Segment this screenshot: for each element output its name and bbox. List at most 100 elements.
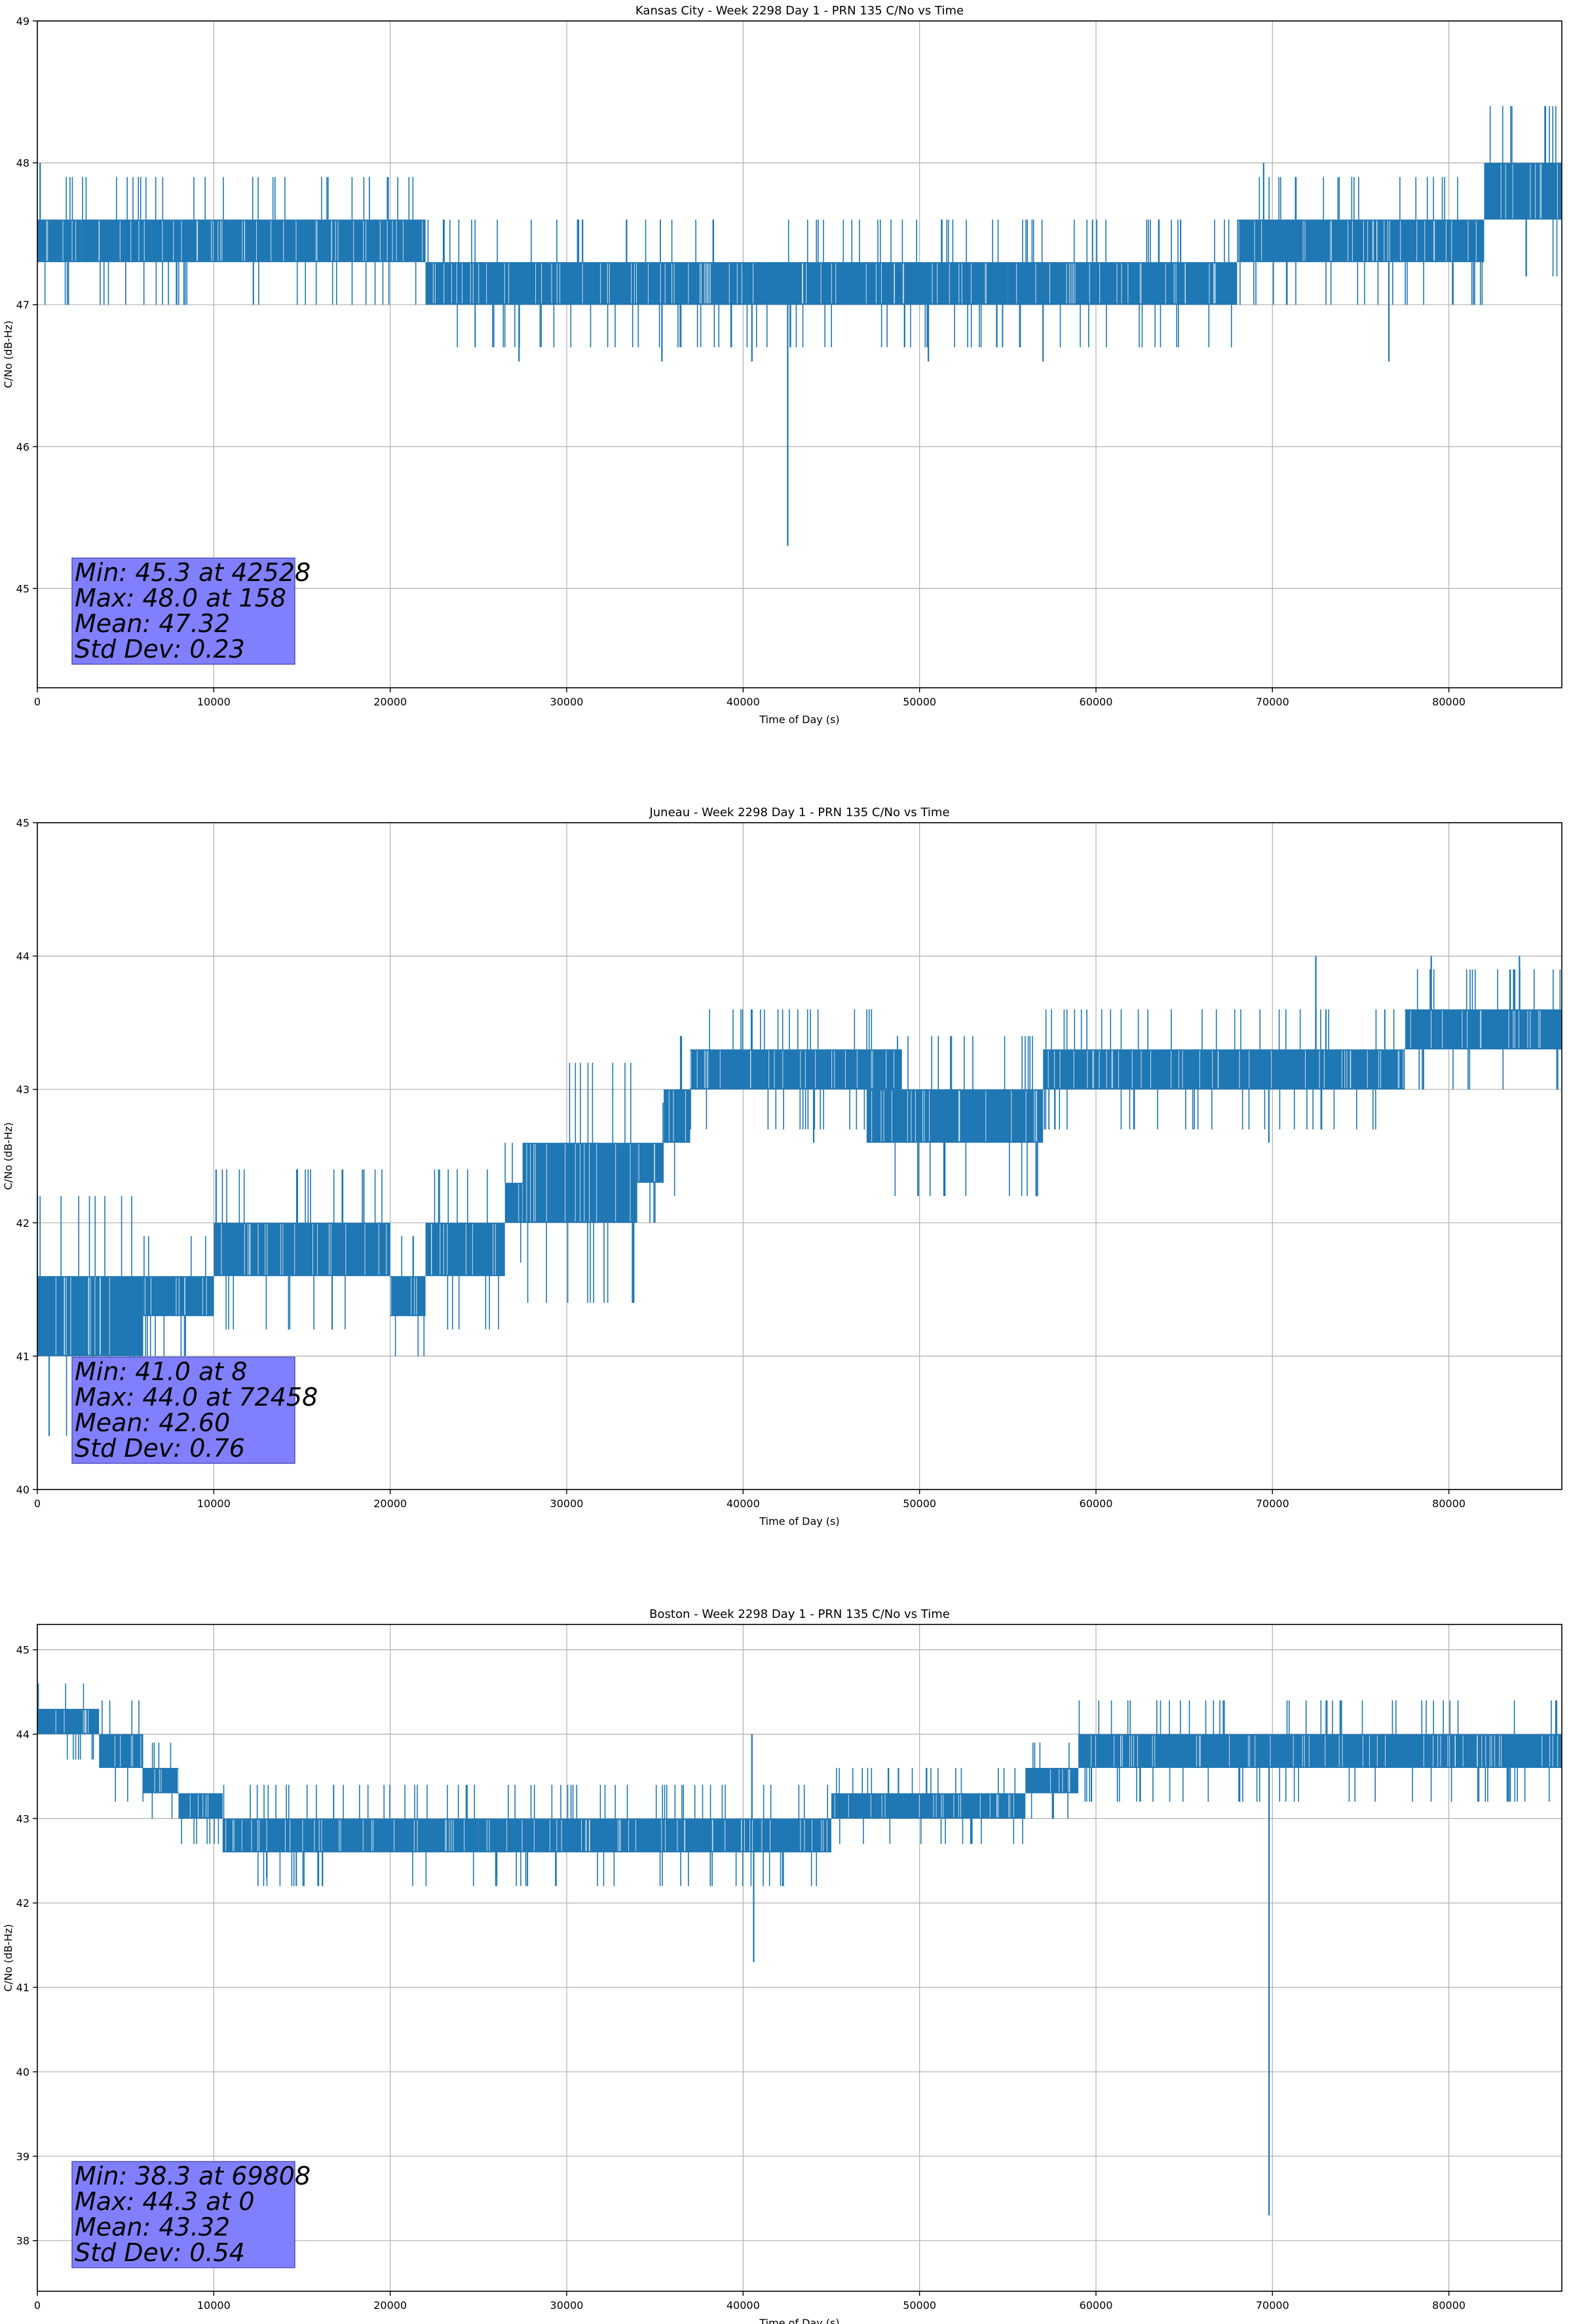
data-band: [81, 219, 285, 263]
trace-group: [37, 956, 1562, 1436]
y-axis-label: C/No (dB-Hz): [2, 1924, 14, 1991]
x-tick-label: 70000: [1256, 2299, 1289, 2312]
x-tick-label: 30000: [550, 1497, 584, 1510]
data-band: [866, 1089, 1044, 1143]
x-axis-label: Time of Day (s): [759, 713, 839, 726]
x-tick-label: 80000: [1432, 1497, 1465, 1510]
y-tick-label: 45: [16, 582, 29, 595]
y-tick-label: 42: [16, 1217, 29, 1229]
y-tick-label: 41: [16, 1981, 29, 1994]
chart-panel-1: 0 10000 20000 30000 40000 50000 60000 70000 8000…: [2, 4, 1562, 726]
y-tick-label: 40: [16, 2066, 29, 2078]
chart-title: Kansas City - Week 2298 Day 1 - PRN 135 …: [635, 4, 964, 18]
x-tick-label: 0: [34, 696, 41, 708]
stats-mean: Mean: 47.32: [75, 609, 230, 638]
y-tick-label: 47: [16, 299, 29, 311]
stats-min: Min: 38.3 at 69808: [75, 2162, 311, 2190]
data-band: [831, 1793, 1026, 1819]
x-axis-label: Time of Day (s): [759, 2317, 839, 2324]
stats-min: Min: 45.3 at 42528: [75, 558, 311, 587]
x-tick-label: 30000: [550, 696, 584, 708]
y-tick-label: 40: [16, 1484, 29, 1496]
stats-min: Min: 41.0 at 8: [75, 1357, 247, 1386]
x-tick-label: 30000: [550, 2299, 584, 2312]
x-tick-label: 50000: [903, 696, 936, 708]
data-band: [425, 262, 1008, 305]
stats-box-background: [71, 557, 295, 665]
stats-box-background: [71, 1357, 295, 1464]
data-band: [214, 1222, 390, 1277]
stats-max: Max: 44.0 at 72458: [75, 1383, 318, 1412]
x-tick-label: 60000: [1080, 1497, 1113, 1510]
y-tick-label: 45: [16, 1644, 29, 1657]
x-tick-label: 80000: [1432, 2299, 1465, 2312]
x-tick-label: 0: [34, 2299, 41, 2312]
data-band: [1078, 1734, 1562, 1769]
axes-frame: [37, 20, 1562, 688]
stats-max: Max: 48.0 at 158: [75, 584, 286, 612]
data-band: [664, 1089, 690, 1143]
x-tick-label: 70000: [1256, 1497, 1289, 1510]
y-tick-label: 46: [16, 441, 29, 453]
y-tick-label: 38: [16, 2235, 29, 2247]
x-tick-label: 20000: [373, 696, 407, 708]
data-band: [1008, 262, 1096, 305]
x-tick-label: 20000: [373, 2299, 407, 2312]
data-band: [1378, 219, 1484, 263]
x-tick-label: 50000: [903, 2299, 936, 2312]
x-tick-label: 0: [34, 1497, 41, 1510]
data-band: [37, 1708, 100, 1734]
stats-std-dev: Std Dev: 0.23: [75, 635, 245, 664]
stats-mean: Mean: 43.32: [75, 2213, 230, 2241]
y-tick-label: 44: [16, 1729, 29, 1741]
trace-group: [37, 105, 1562, 546]
chart-panel-3: 0 10000 20000 30000 40000 50000 60000 70000 8000…: [2, 1607, 1562, 2324]
y-tick-label: 44: [16, 950, 29, 963]
data-band: [1405, 1009, 1562, 1050]
stats-std-dev: Std Dev: 0.76: [75, 1434, 245, 1463]
x-axis-label: Time of Day (s): [759, 1515, 839, 1527]
data-band: [637, 1142, 664, 1183]
x-tick-label: 20000: [373, 1497, 407, 1510]
data-band: [284, 219, 383, 263]
x-tick-label: 10000: [197, 1497, 231, 1510]
data-band: [1025, 1768, 1079, 1793]
y-tick-label: 49: [16, 15, 29, 28]
axes-frame: [37, 1624, 1562, 2292]
y-axis-label: C/No (dB-Hz): [2, 1122, 14, 1190]
x-tick-label: 80000: [1432, 696, 1465, 708]
axes-frame: [37, 822, 1562, 1490]
stats-std-dev: Std Dev: 0.54: [75, 2238, 245, 2267]
stats-mean: Mean: 42.60: [75, 1408, 230, 1437]
data-band: [37, 219, 82, 263]
chart-title: Boston - Week 2298 Day 1 - PRN 135 C/No …: [649, 1607, 950, 1621]
chart-panel-2: 0 10000 20000 30000 40000 50000 60000 70000 8000…: [2, 806, 1562, 1527]
data-band: [383, 219, 426, 263]
y-tick-label: 39: [16, 2150, 29, 2163]
y-tick-label: 42: [16, 1897, 29, 1909]
data-band: [761, 1818, 831, 1852]
x-tick-label: 40000: [727, 2299, 760, 2312]
trace-group: [37, 1683, 1562, 2216]
data-band: [1237, 219, 1378, 263]
data-band: [178, 1793, 223, 1819]
y-axis-label: C/No (dB-Hz): [2, 320, 14, 388]
data-band: [222, 1818, 479, 1852]
stats-box-background: [71, 2161, 295, 2268]
chart-title: Juneau - Week 2298 Day 1 - PRN 135 C/No …: [649, 806, 949, 819]
x-tick-label: 10000: [197, 696, 231, 708]
x-tick-label: 10000: [197, 2299, 231, 2312]
data-band: [99, 1734, 143, 1769]
x-tick-label: 40000: [727, 696, 760, 708]
x-tick-label: 40000: [727, 1497, 760, 1510]
data-band: [143, 1276, 214, 1317]
data-band: [690, 1049, 902, 1090]
y-tick-label: 45: [16, 817, 29, 829]
x-tick-label: 50000: [903, 1497, 936, 1510]
y-tick-label: 43: [16, 1083, 29, 1096]
stats-max: Max: 44.3 at 0: [75, 2187, 255, 2216]
